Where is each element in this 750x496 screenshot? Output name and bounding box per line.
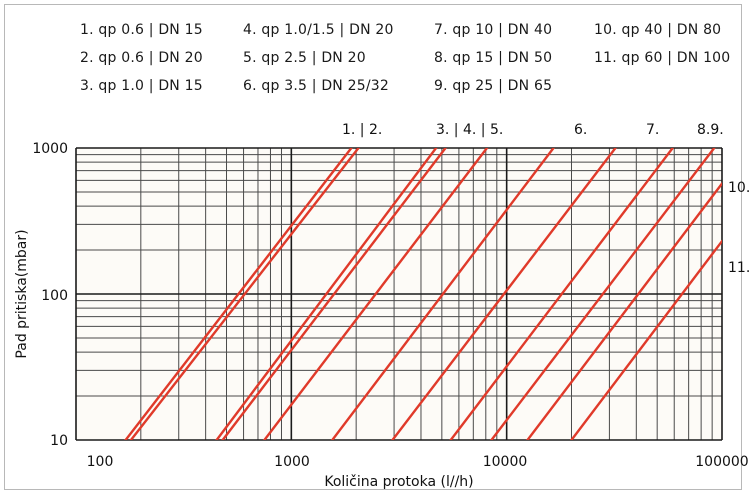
- x-tick-label: 100000: [695, 454, 748, 470]
- legend-entry: 4. qp 1.0/1.5 | DN 20: [243, 22, 394, 38]
- series-line: [221, 148, 447, 440]
- legend: 1. qp 0.6 | DN 15 2. qp 0.6 | DN 20 3. q…: [0, 0, 750, 100]
- legend-entry: 1. qp 0.6 | DN 15: [80, 22, 203, 38]
- x-tick-label: 10000: [483, 454, 528, 470]
- curve-label: 1. | 2.: [342, 122, 382, 138]
- legend-entry: 6. qp 3.5 | DN 25/32: [243, 78, 389, 94]
- curve-label: 10.: [728, 180, 750, 196]
- series-line: [215, 148, 438, 440]
- curve-label: 7.: [646, 122, 659, 138]
- series-line: [526, 182, 722, 440]
- curve-label: 3. | 4. | 5.: [436, 122, 503, 138]
- y-tick-label: 10: [50, 433, 68, 449]
- x-tick-label: 1000: [274, 454, 310, 470]
- legend-entry: 2. qp 0.6 | DN 20: [80, 50, 203, 66]
- legend-entry: 8. qp 15 | DN 50: [434, 50, 553, 66]
- legend-entry: 9. qp 25 | DN 65: [434, 78, 553, 94]
- grid: [75, 147, 723, 441]
- series-line: [124, 148, 353, 440]
- tick-labels: 1000 100 10 100 1000 10000 100000: [32, 141, 748, 470]
- series-line: [263, 148, 489, 440]
- curve-label: 6.: [574, 122, 587, 138]
- series-line: [391, 148, 617, 440]
- legend-entry: 5. qp 2.5 | DN 20: [243, 50, 366, 66]
- legend-entry: 3. qp 1.0 | DN 15: [80, 78, 203, 94]
- curve-label: 11.: [728, 260, 750, 276]
- series-line: [570, 239, 722, 440]
- y-tick-label: 100: [41, 288, 68, 304]
- series-line: [490, 148, 716, 440]
- curve-labels: 1. | 2. 3. | 4. | 5. 6. 7. 8.9. 10. 11.: [342, 122, 750, 276]
- y-tick-label: 1000: [32, 141, 68, 157]
- series-lines: [124, 148, 722, 440]
- curve-label: 8.9.: [697, 122, 724, 138]
- legend-entry: 10. qp 40 | DN 80: [594, 22, 722, 38]
- legend-entry: 11. qp 60 | DN 100: [594, 50, 731, 66]
- x-tick-label: 100: [87, 454, 114, 470]
- series-line: [129, 148, 360, 440]
- series-line: [449, 148, 674, 440]
- series-line: [331, 148, 555, 440]
- y-axis-title: Pad pritiska(mbar): [14, 229, 30, 358]
- legend-entry: 7. qp 10 | DN 40: [434, 22, 553, 38]
- x-axis-title: Količina protoka (l//h): [324, 474, 473, 490]
